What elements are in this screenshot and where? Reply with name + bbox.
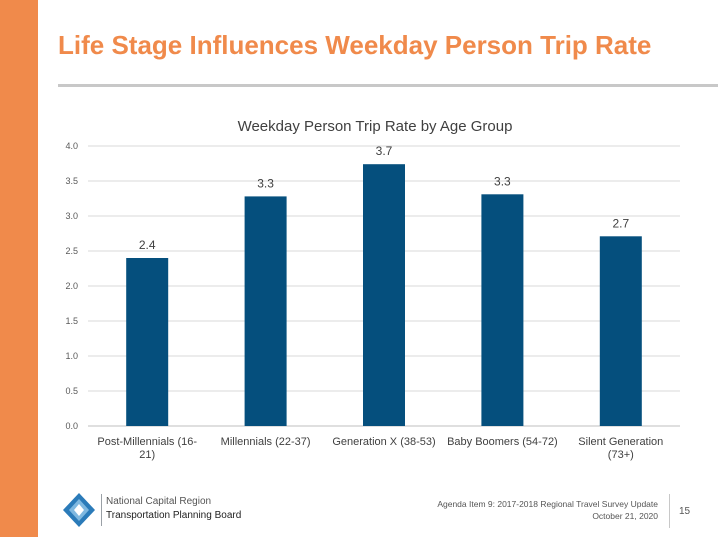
side-accent-band: [0, 0, 38, 537]
agenda-info: Agenda Item 9: 2017-2018 Regional Travel…: [437, 498, 658, 522]
y-tick-label: 0.0: [65, 421, 78, 431]
x-category-label: Baby Boomers (54-72): [447, 436, 558, 448]
x-category-label: Silent Generation: [578, 436, 663, 448]
data-label: 3.7: [376, 144, 393, 158]
y-tick-label: 2.0: [65, 281, 78, 291]
agenda-date: October 21, 2020: [592, 511, 658, 521]
x-category-label: (73+): [608, 449, 634, 461]
title-divider: [58, 84, 718, 87]
bar-chart: Weekday Person Trip Rate by Age Group 0.…: [65, 118, 680, 461]
x-category-label: Millennials (22-37): [221, 436, 311, 448]
y-tick-label: 4.0: [65, 141, 78, 151]
chart-title: Weekday Person Trip Rate by Age Group: [238, 118, 513, 135]
page-divider: [669, 494, 670, 528]
data-label: 3.3: [494, 174, 511, 188]
bar: [363, 164, 405, 426]
footer-divider: [101, 494, 102, 526]
x-category-label: 21): [139, 449, 155, 461]
org-name-line2: Transportation Planning Board: [106, 510, 242, 521]
page-number: 15: [679, 506, 691, 517]
tpb-logo-icon: [63, 493, 95, 527]
slide-title: Life Stage Influences Weekday Person Tri…: [58, 30, 652, 60]
bar: [481, 194, 524, 426]
x-category-label: Post-Millennials (16-: [97, 436, 197, 448]
y-tick-label: 0.5: [65, 386, 78, 396]
y-tick-label: 3.5: [65, 176, 78, 186]
y-tick-label: 3.0: [65, 211, 78, 221]
y-tick-label: 2.5: [65, 246, 78, 256]
bar: [599, 236, 642, 426]
data-label: 2.7: [612, 216, 629, 230]
y-tick-label: 1.0: [65, 351, 78, 361]
data-label: 3.3: [257, 176, 274, 190]
bar: [126, 258, 169, 426]
org-name-line1: National Capital Region: [106, 496, 212, 507]
agenda-item-text: Agenda Item 9: 2017-2018 Regional Travel…: [437, 499, 658, 509]
x-category-label: Generation X (38-53): [332, 436, 435, 448]
bar: [244, 196, 287, 426]
data-label: 2.4: [139, 238, 156, 252]
y-tick-label: 1.5: [65, 316, 78, 326]
